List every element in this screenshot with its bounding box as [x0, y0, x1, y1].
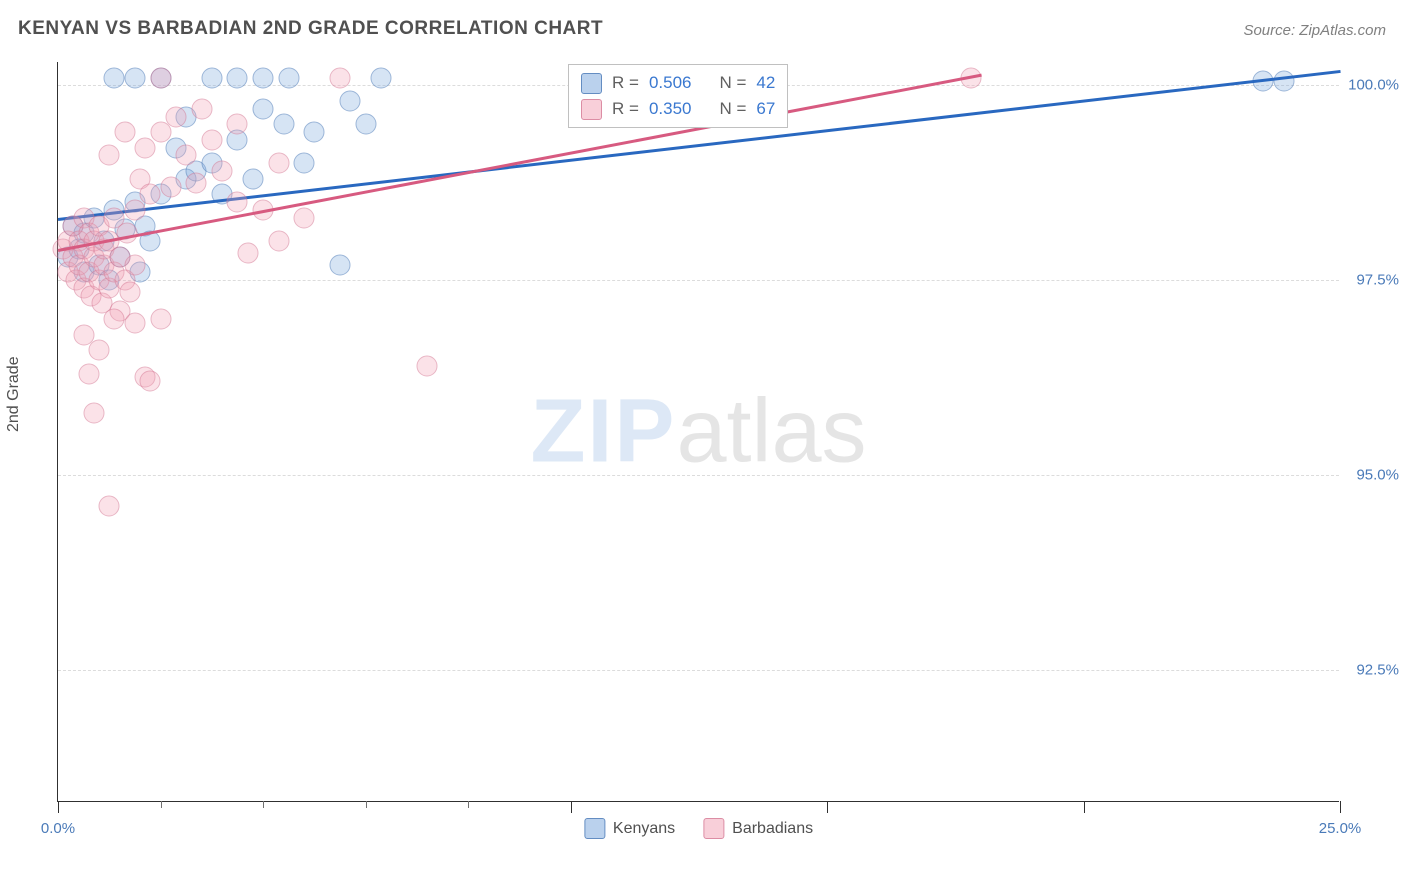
scatter-point	[124, 254, 145, 275]
scatter-point	[340, 90, 361, 111]
scatter-point	[150, 309, 171, 330]
ytick-label: 97.5%	[1344, 272, 1399, 289]
stat-N-label-2: N =	[719, 96, 746, 122]
legend-label-barbadians: Barbadians	[732, 820, 813, 838]
scatter-point	[355, 114, 376, 135]
scatter-point	[268, 231, 289, 252]
y-axis-label: 2nd Grade	[5, 356, 23, 432]
stat-row-kenyans: R = 0.506 N = 42	[581, 70, 775, 96]
xtick-minor	[161, 801, 162, 808]
bottom-legend: Kenyans Barbadians	[584, 818, 813, 839]
xtick-minor	[366, 801, 367, 808]
stat-N-barbadians: 67	[756, 96, 775, 122]
scatter-point	[253, 67, 274, 88]
xtick-minor	[263, 801, 264, 808]
scatter-point	[124, 67, 145, 88]
watermark: ZIPatlas	[530, 380, 866, 483]
scatter-point	[330, 254, 351, 275]
stat-row-barbadians: R = 0.350 N = 67	[581, 96, 775, 122]
scatter-point	[89, 340, 110, 361]
scatter-point	[237, 242, 258, 263]
scatter-point	[294, 207, 315, 228]
scatter-point	[83, 402, 104, 423]
scatter-point	[114, 122, 135, 143]
stat-R-label-2: R =	[612, 96, 639, 122]
scatter-point	[227, 192, 248, 213]
scatter-point	[186, 172, 207, 193]
correlation-chart: KENYAN VS BARBADIAN 2ND GRADE CORRELATIO…	[0, 0, 1406, 892]
scatter-point	[294, 153, 315, 174]
scatter-point	[78, 363, 99, 384]
xtick-label: 0.0%	[41, 820, 75, 837]
xtick-major	[827, 801, 828, 813]
chart-title: KENYAN VS BARBADIAN 2ND GRADE CORRELATIO…	[18, 18, 603, 40]
scatter-point	[304, 122, 325, 143]
swatch-barbadians-icon	[581, 99, 602, 120]
scatter-point	[417, 355, 438, 376]
scatter-point	[135, 137, 156, 158]
scatter-point	[212, 161, 233, 182]
plot-area: ZIPatlas Kenyans Barbadians 92.5%95.0%97…	[57, 62, 1339, 802]
gridline-h	[58, 670, 1339, 671]
watermark-atlas: atlas	[676, 381, 866, 481]
swatch-kenyans-icon	[581, 73, 602, 94]
stat-R-kenyans: 0.506	[649, 70, 692, 96]
stat-box: R = 0.506 N = 42 R = 0.350 N = 67	[568, 64, 788, 128]
scatter-point	[119, 281, 140, 302]
scatter-point	[140, 184, 161, 205]
source-label: Source: ZipAtlas.com	[1243, 22, 1386, 39]
legend-label-kenyans: Kenyans	[613, 820, 675, 838]
scatter-point	[124, 312, 145, 333]
ytick-label: 95.0%	[1344, 466, 1399, 483]
scatter-point	[227, 114, 248, 135]
ytick-label: 92.5%	[1344, 661, 1399, 678]
scatter-point	[242, 168, 263, 189]
gridline-h	[58, 475, 1339, 476]
stat-N-label: N =	[719, 70, 746, 96]
gridline-h	[58, 280, 1339, 281]
stat-R-barbadians: 0.350	[649, 96, 692, 122]
scatter-point	[371, 67, 392, 88]
scatter-point	[176, 145, 197, 166]
xtick-major	[1084, 801, 1085, 813]
scatter-point	[191, 98, 212, 119]
legend-item-barbadians: Barbadians	[703, 818, 813, 839]
watermark-zip: ZIP	[530, 381, 676, 481]
xtick-minor	[468, 801, 469, 808]
scatter-point	[201, 129, 222, 150]
scatter-point	[278, 67, 299, 88]
scatter-point	[160, 176, 181, 197]
scatter-point	[140, 371, 161, 392]
scatter-point	[201, 67, 222, 88]
scatter-point	[150, 122, 171, 143]
xtick-major	[1340, 801, 1341, 813]
stat-R-label: R =	[612, 70, 639, 96]
scatter-point	[150, 67, 171, 88]
scatter-point	[273, 114, 294, 135]
scatter-point	[104, 309, 125, 330]
xtick-major	[58, 801, 59, 813]
scatter-point	[124, 200, 145, 221]
scatter-point	[1273, 71, 1294, 92]
ytick-label: 100.0%	[1344, 77, 1399, 94]
xtick-major	[571, 801, 572, 813]
scatter-point	[165, 106, 186, 127]
scatter-point	[104, 67, 125, 88]
legend-swatch-kenyans-icon	[584, 818, 605, 839]
scatter-point	[99, 145, 120, 166]
legend-swatch-barbadians-icon	[703, 818, 724, 839]
scatter-point	[253, 98, 274, 119]
legend-item-kenyans: Kenyans	[584, 818, 675, 839]
scatter-point	[99, 496, 120, 517]
scatter-point	[330, 67, 351, 88]
xtick-label: 25.0%	[1319, 820, 1362, 837]
scatter-point	[268, 153, 289, 174]
stat-N-kenyans: 42	[756, 70, 775, 96]
scatter-point	[227, 67, 248, 88]
